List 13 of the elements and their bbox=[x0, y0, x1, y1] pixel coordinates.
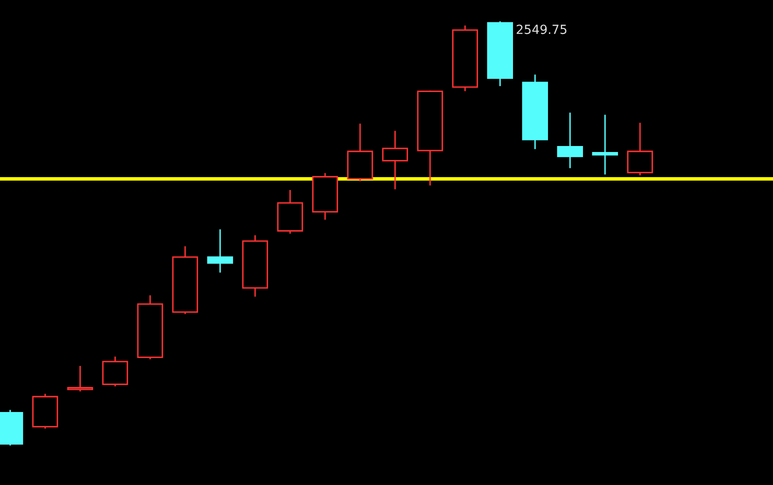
candlestick bbox=[102, 356, 128, 386]
candlestick bbox=[67, 366, 94, 392]
candlestick bbox=[592, 114, 618, 174]
candlestick bbox=[382, 130, 408, 190]
candlestick bbox=[557, 112, 583, 168]
candlestick bbox=[137, 295, 164, 360]
candlestick bbox=[277, 190, 304, 234]
candlestick bbox=[452, 26, 478, 92]
candlestick bbox=[312, 173, 338, 220]
candlestick bbox=[207, 229, 234, 273]
annotation: 2549.75 bbox=[516, 24, 566, 34]
candlestick bbox=[347, 124, 374, 182]
candlestick bbox=[242, 235, 268, 297]
